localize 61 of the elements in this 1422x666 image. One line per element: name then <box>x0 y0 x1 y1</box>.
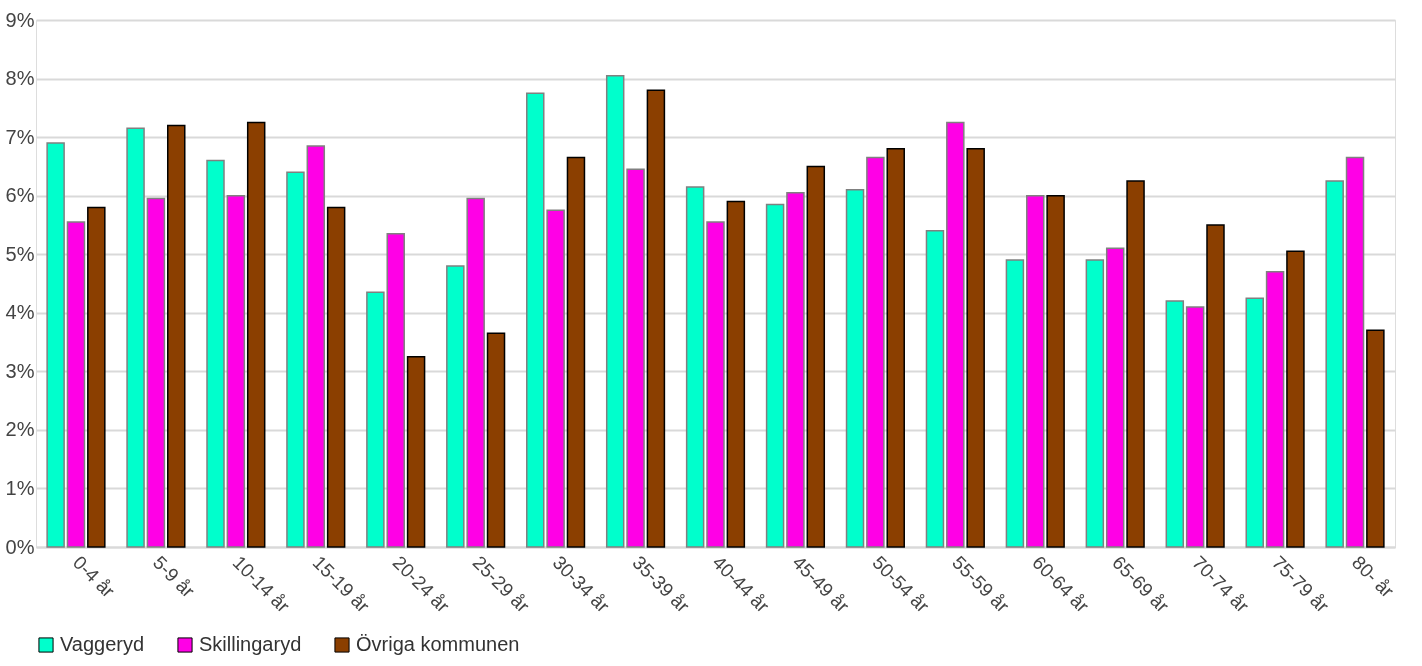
bar <box>326 206 346 548</box>
bar <box>685 186 705 548</box>
bar <box>87 206 106 548</box>
bar <box>146 197 166 548</box>
bar <box>866 156 885 548</box>
y-tick-label: 1% <box>5 476 35 499</box>
bar <box>226 194 246 548</box>
bar <box>1005 259 1025 548</box>
bar <box>246 121 266 548</box>
bar <box>966 148 985 548</box>
bar <box>306 145 326 548</box>
bar <box>1105 247 1125 548</box>
bar <box>66 221 86 548</box>
bar <box>1366 329 1385 548</box>
bar <box>706 221 725 548</box>
bar <box>406 355 426 548</box>
y-tick-label: 8% <box>5 67 35 90</box>
y-tick-label: 4% <box>5 301 35 324</box>
bar <box>566 156 586 548</box>
bar <box>1325 180 1344 548</box>
y-tick-label: 7% <box>5 125 35 148</box>
bar <box>167 124 186 548</box>
bar <box>1185 306 1205 548</box>
bar <box>726 200 746 548</box>
legend-label: Vaggeryd <box>60 633 145 655</box>
bar <box>206 159 225 548</box>
bar <box>646 89 666 548</box>
bar <box>1265 271 1285 548</box>
bar <box>46 142 65 548</box>
bar <box>946 121 965 548</box>
bar <box>1126 180 1145 548</box>
bar <box>786 191 805 548</box>
y-tick-label: 5% <box>5 242 35 265</box>
bar <box>1165 300 1185 548</box>
x-tick-label: 0-4 år <box>68 551 120 603</box>
bar <box>925 230 945 548</box>
y-tick-label: 0% <box>5 535 35 558</box>
bar <box>1286 250 1305 548</box>
y-tick-label: 2% <box>5 418 35 441</box>
y-tick-label: 3% <box>5 359 35 382</box>
bar <box>1026 194 1045 548</box>
bar <box>886 148 905 548</box>
bar <box>1085 259 1105 548</box>
bar <box>765 203 785 548</box>
bar <box>126 127 145 548</box>
bar <box>605 74 625 548</box>
x-tick-label: 80- år <box>1347 551 1399 603</box>
legend-label: Skillingaryd <box>199 633 302 655</box>
bar <box>486 332 506 548</box>
y-tick-label: 6% <box>5 184 35 207</box>
x-tick-label: 5-9 år <box>148 551 200 603</box>
y-tick-label: 9% <box>5 8 35 31</box>
bar <box>286 171 305 548</box>
bar <box>1245 297 1264 548</box>
bar <box>1046 194 1065 548</box>
bar <box>845 189 865 548</box>
bar <box>626 168 645 548</box>
bar <box>1345 156 1365 548</box>
bar <box>806 165 826 548</box>
bar <box>1206 224 1225 548</box>
legend-label: Övriga kommunen <box>356 633 520 655</box>
